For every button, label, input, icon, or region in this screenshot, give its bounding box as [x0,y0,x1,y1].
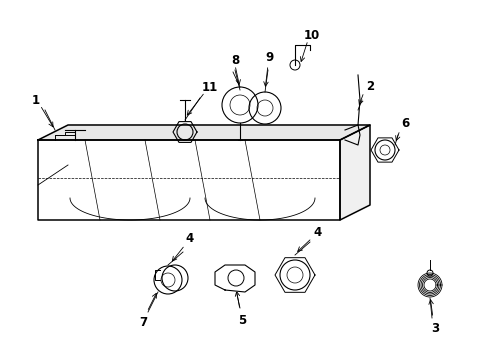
Text: 11: 11 [202,81,218,94]
Text: 6: 6 [401,117,409,130]
Text: 9: 9 [266,50,274,63]
Text: 3: 3 [431,321,439,334]
Polygon shape [38,140,340,220]
Text: 2: 2 [366,80,374,93]
Polygon shape [340,125,370,220]
Text: 4: 4 [314,225,322,239]
Text: 7: 7 [139,315,147,328]
Text: 10: 10 [304,28,320,41]
Text: 8: 8 [231,54,239,67]
Polygon shape [38,125,370,140]
Text: 5: 5 [238,314,246,327]
Text: 1: 1 [32,94,40,107]
Text: 4: 4 [186,231,194,244]
Polygon shape [215,265,255,292]
